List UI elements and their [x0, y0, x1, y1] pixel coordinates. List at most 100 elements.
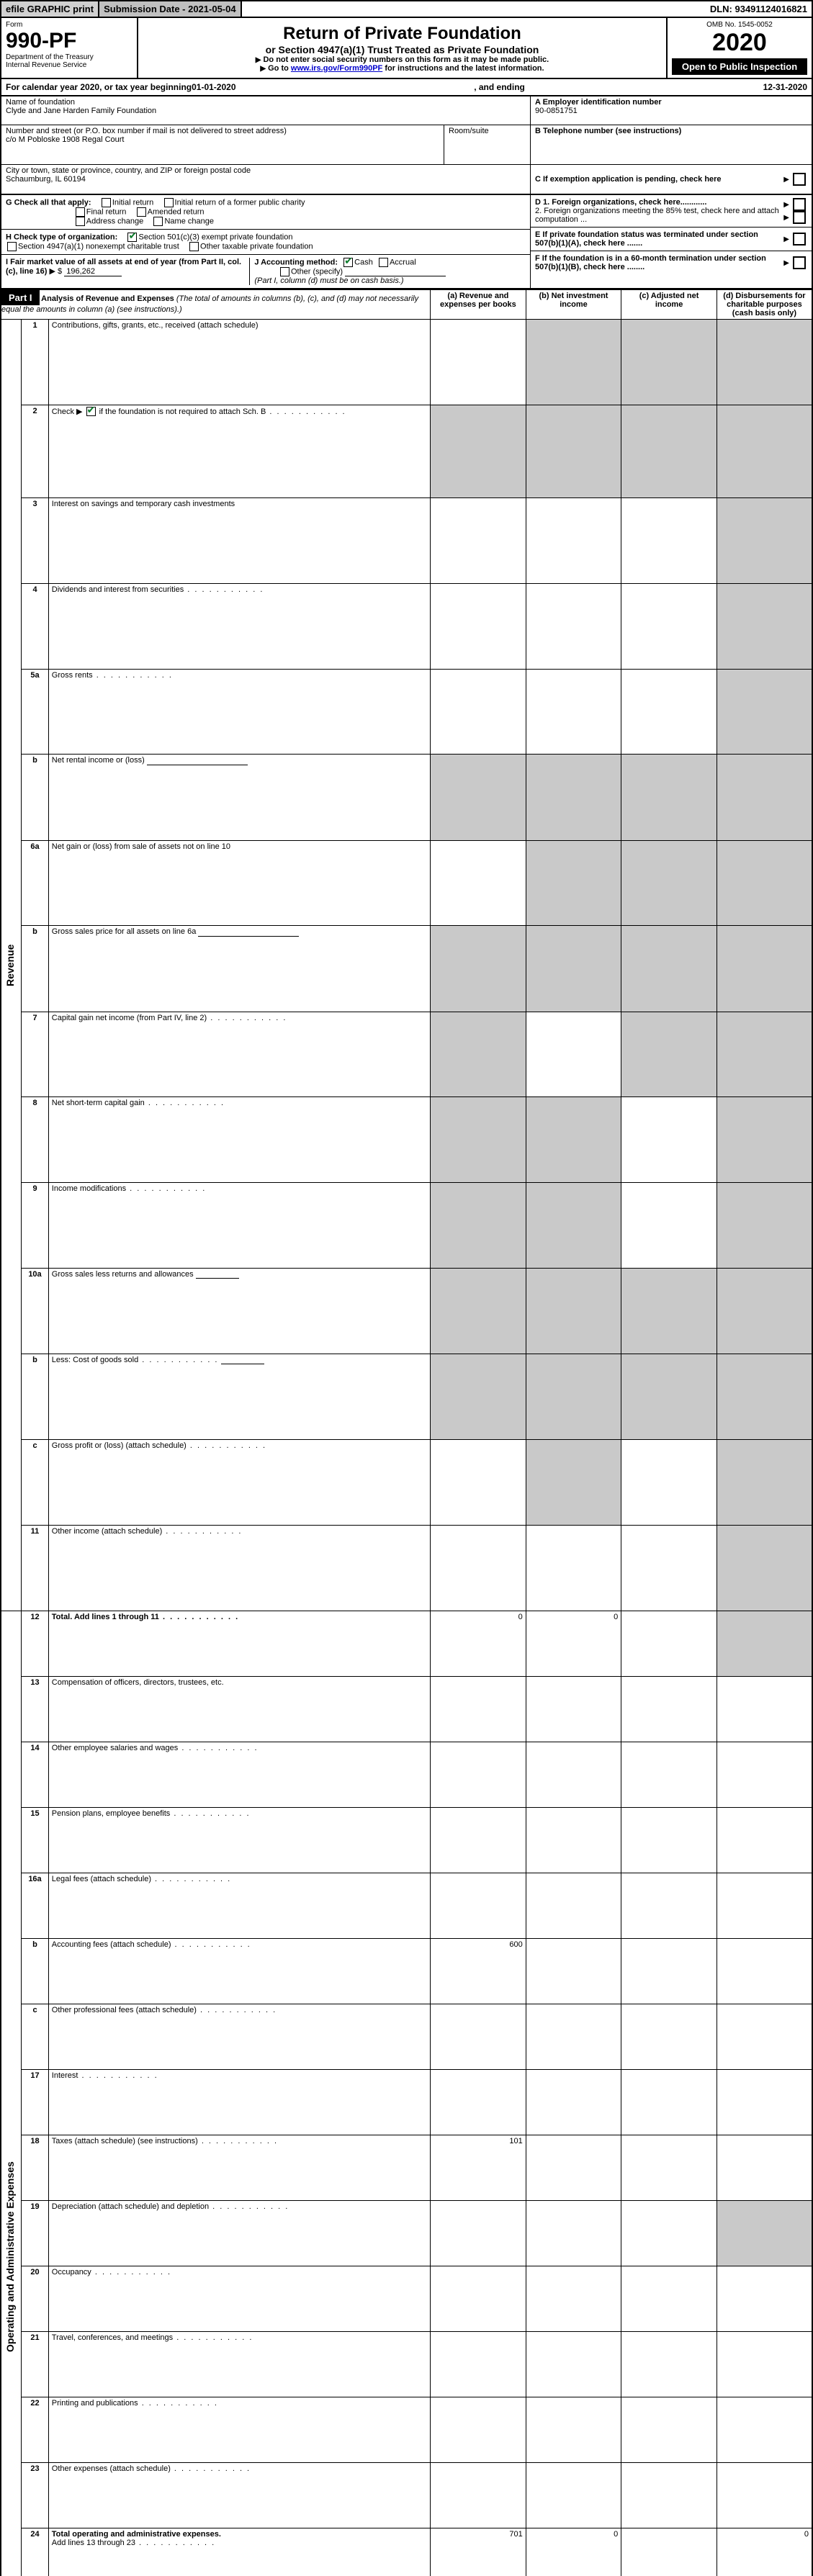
line-11: Other income (attach schedule): [48, 1526, 430, 1611]
line-13: Compensation of officers, directors, tru…: [48, 1677, 430, 1742]
g-opt-amended: Amended return: [148, 207, 205, 216]
j-accrual-checkbox[interactable]: [379, 258, 388, 267]
line-23: Other expenses (attach schedule): [48, 2463, 430, 2528]
part1-badge: Part I: [1, 290, 40, 305]
irs-link[interactable]: www.irs.gov/Form990PF: [291, 64, 382, 73]
line-8: Net short-term capital gain: [48, 1097, 430, 1183]
tax-year: 2020: [672, 29, 807, 57]
line-24: Total operating and administrative expen…: [48, 2528, 430, 2576]
e-checkbox[interactable]: [793, 233, 806, 246]
g-namechg-checkbox[interactable]: [153, 217, 163, 226]
line-4: Dividends and interest from securities: [48, 584, 430, 670]
g-final-checkbox[interactable]: [76, 207, 85, 217]
h-501c3-checkbox[interactable]: [127, 233, 137, 242]
cal-begin: 01-01-2020: [192, 82, 235, 92]
g-row: G Check all that apply: Initial return I…: [1, 195, 530, 230]
g-opt-initial: Initial return: [112, 198, 153, 207]
val-18a: 101: [431, 2135, 526, 2201]
i-arrow: ▶ $: [50, 267, 63, 276]
line-21: Travel, conferences, and meetings: [48, 2332, 430, 2397]
line-10b: Less: Cost of goods sold: [48, 1354, 430, 1440]
g-addrchg-checkbox[interactable]: [76, 217, 85, 226]
checks-block: G Check all that apply: Initial return I…: [0, 195, 813, 289]
h-other-checkbox[interactable]: [189, 242, 199, 251]
line-10a: Gross sales less returns and allowances: [48, 1268, 430, 1354]
form-word: Form: [6, 21, 132, 29]
goto-note: Go to www.irs.gov/Form990PF for instruct…: [143, 64, 662, 73]
d2-label: 2. Foreign organizations meeting the 85%…: [535, 207, 779, 224]
line-18: Taxes (attach schedule) (see instruction…: [48, 2135, 430, 2201]
omb-no: OMB No. 1545-0052: [672, 21, 807, 29]
name-label: Name of foundation: [6, 98, 526, 107]
j-label: J Accounting method:: [254, 258, 338, 266]
form-subtitle: or Section 4947(a)(1) Trust Treated as P…: [143, 44, 662, 55]
i-label: I Fair market value of all assets at end…: [6, 258, 241, 276]
ein-value: 90-0851751: [535, 107, 807, 115]
line-19: Depreciation (attach schedule) and deple…: [48, 2201, 430, 2266]
cal-pre: For calendar year 2020, or tax year begi…: [6, 82, 192, 92]
submission-date: Submission Date - 2021-05-04: [99, 1, 242, 17]
line-16c: Other professional fees (attach schedule…: [48, 2004, 430, 2070]
line-10c: Gross profit or (loss) (attach schedule): [48, 1440, 430, 1526]
top-bar: efile GRAPHIC print Submission Date - 20…: [0, 0, 813, 18]
g-label: G Check all that apply:: [6, 198, 91, 207]
d2-checkbox[interactable]: [793, 211, 806, 224]
goto-pre: Go to: [268, 64, 291, 73]
revenue-side-label: Revenue: [4, 321, 16, 1609]
h-label: H Check type of organization:: [6, 233, 117, 241]
phone-label: B Telephone number (see instructions): [535, 127, 807, 135]
val-24b: 0: [526, 2528, 621, 2576]
ein-label: A Employer identification number: [535, 98, 807, 107]
line-3: Interest on savings and temporary cash i…: [48, 498, 430, 584]
j-other-checkbox[interactable]: [280, 267, 289, 276]
line-6b: Gross sales price for all assets on line…: [48, 926, 430, 1012]
col-a-hdr: (a) Revenue and expenses per books: [431, 290, 526, 320]
col-d-hdr: (d) Disbursements for charitable purpose…: [717, 290, 812, 320]
g-opt-final: Final return: [86, 207, 127, 216]
dln: DLN: 93491124016821: [706, 1, 812, 17]
h-opt1: Section 501(c)(3) exempt private foundat…: [138, 233, 292, 241]
city-label: City or town, state or province, country…: [6, 166, 526, 175]
g-initial-checkbox[interactable]: [102, 198, 111, 207]
line-16a: Legal fees (attach schedule): [48, 1873, 430, 1939]
h-4947-checkbox[interactable]: [7, 242, 17, 251]
e-row: E If private foundation status was termi…: [531, 228, 812, 251]
line-22: Printing and publications: [48, 2397, 430, 2463]
line-5b: Net rental income or (loss): [48, 755, 430, 840]
entity-block: Name of foundation Clyde and Jane Harden…: [0, 96, 813, 195]
foundation-name: Clyde and Jane Harden Family Foundation: [6, 107, 526, 115]
efile-print-button[interactable]: efile GRAPHIC print: [1, 1, 99, 17]
g-initial-charity-checkbox[interactable]: [164, 198, 174, 207]
j-cash-checkbox[interactable]: [343, 258, 353, 267]
room-suite-label: Room/suite: [444, 125, 530, 164]
g-amended-checkbox[interactable]: [137, 207, 146, 217]
g-opt-charity: Initial return of a former public charit…: [175, 198, 305, 207]
cal-end: 12-31-2020: [763, 82, 807, 92]
f-checkbox[interactable]: [793, 256, 806, 269]
d1-checkbox[interactable]: [793, 198, 806, 211]
ssn-note: Do not enter social security numbers on …: [143, 55, 662, 64]
j-note: (Part I, column (d) must be on cash basi…: [254, 276, 403, 285]
c-pending-label: C If exemption application is pending, c…: [535, 175, 783, 184]
line-5a: Gross rents: [48, 669, 430, 755]
h-row: H Check type of organization: Section 50…: [1, 230, 530, 255]
val-12b: 0: [526, 1611, 621, 1677]
line2-checkbox[interactable]: [86, 407, 96, 416]
goto-post: for instructions and the latest informat…: [382, 64, 544, 73]
line-15: Pension plans, employee benefits: [48, 1808, 430, 1873]
j-accrual: Accrual: [390, 258, 416, 266]
c-checkbox[interactable]: [793, 173, 806, 186]
line-9: Income modifications: [48, 1183, 430, 1269]
d1-label: D 1. Foreign organizations, check here..…: [535, 198, 706, 207]
e-label: E If private foundation status was termi…: [535, 230, 783, 248]
val-16b-a: 600: [431, 1939, 526, 2004]
val-24d: 0: [717, 2528, 812, 2576]
line-17: Interest: [48, 2070, 430, 2135]
line-20: Occupancy: [48, 2266, 430, 2332]
foundation-city: Schaumburg, IL 60194: [6, 175, 526, 184]
h-opt3: Other taxable private foundation: [200, 242, 313, 251]
irs-label: Internal Revenue Service: [6, 61, 132, 69]
cal-mid: , and ending: [236, 82, 763, 92]
j-other: Other (specify): [291, 267, 343, 276]
col-b-hdr: (b) Net investment income: [526, 290, 621, 320]
